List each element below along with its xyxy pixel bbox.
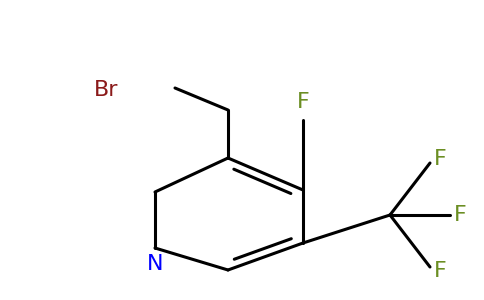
Text: F: F <box>454 205 467 225</box>
Text: Br: Br <box>93 80 118 100</box>
Text: F: F <box>434 261 447 281</box>
Text: N: N <box>147 254 163 274</box>
Text: F: F <box>434 149 447 169</box>
Text: F: F <box>297 92 309 112</box>
